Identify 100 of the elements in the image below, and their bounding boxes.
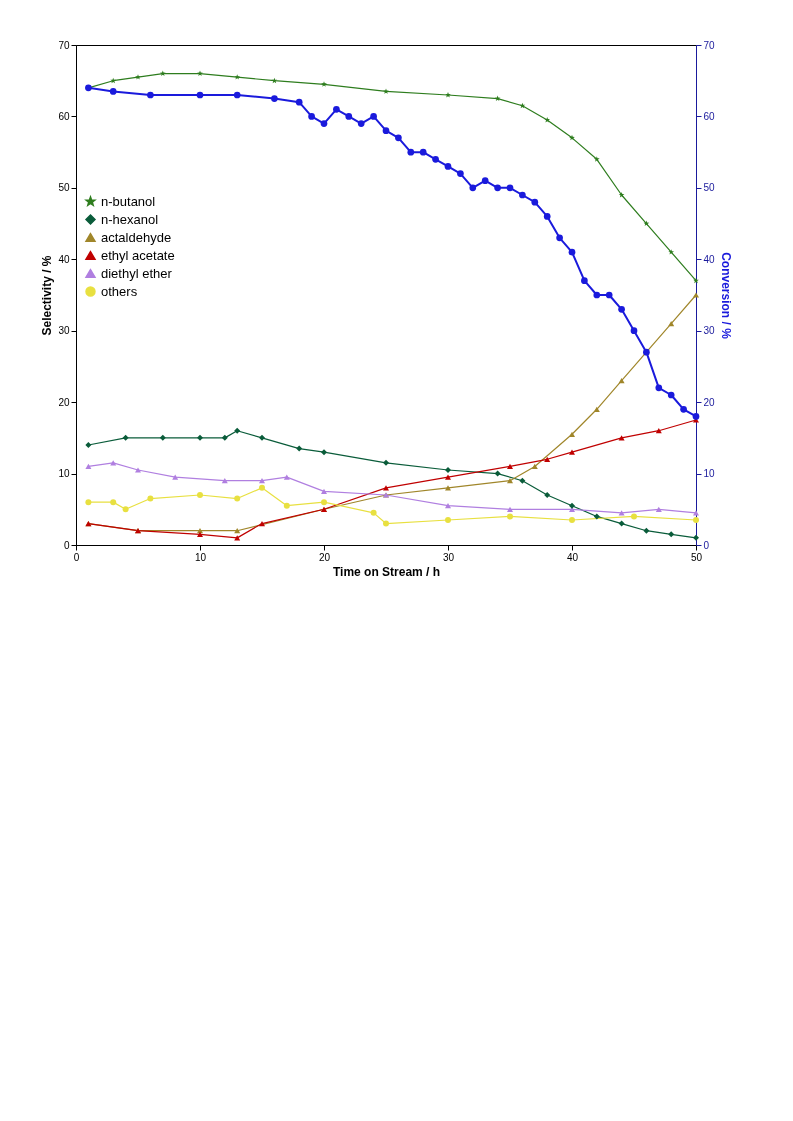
y2-tick-label: 20 (703, 396, 716, 408)
y2-tick-label: 0 (703, 539, 710, 551)
point (593, 291, 601, 299)
point (85, 463, 92, 470)
point (321, 81, 327, 87)
point (581, 277, 588, 285)
y2-tick-label: 40 (703, 253, 716, 265)
point (295, 98, 303, 106)
legend-label: ethyl acetate (101, 247, 175, 263)
point (407, 148, 415, 156)
point (383, 459, 389, 466)
point (234, 495, 241, 502)
point (494, 470, 501, 477)
point (321, 499, 327, 506)
y2-tick-label: 70 (703, 39, 716, 51)
point (395, 134, 402, 142)
y-tick-label: 70 (58, 39, 70, 51)
point (419, 148, 427, 156)
point (668, 249, 675, 255)
point (345, 113, 353, 120)
point (320, 120, 328, 127)
point (135, 467, 141, 473)
point (333, 105, 340, 113)
point (693, 277, 699, 284)
point (234, 427, 241, 434)
point (383, 88, 389, 94)
legend-label: n-butanol (101, 193, 156, 209)
point (593, 156, 600, 162)
point (122, 506, 129, 513)
point (569, 431, 575, 437)
y-tick-label: 40 (58, 253, 70, 265)
point (234, 74, 241, 80)
y-tick-label: 0 (63, 539, 70, 551)
x-tick-label: 0 (73, 551, 80, 563)
point (109, 88, 117, 95)
x-tick-label: 50 (690, 551, 703, 563)
point (122, 434, 129, 441)
point (147, 495, 154, 502)
point (259, 484, 265, 491)
point (507, 513, 513, 520)
point (370, 509, 377, 516)
point (569, 517, 575, 523)
x-tick-label: 40 (566, 551, 579, 563)
legend-label: diethyl ether (101, 265, 173, 281)
point (593, 406, 600, 412)
point (259, 434, 265, 441)
y-tick-label: 50 (58, 182, 70, 194)
point (383, 520, 389, 527)
point (308, 113, 315, 120)
y-tick-label: 20 (58, 396, 70, 408)
point (618, 305, 625, 313)
point (357, 120, 365, 127)
legend-label: actaldehyde (101, 229, 172, 245)
point (605, 291, 613, 299)
point (370, 113, 377, 120)
y-tick-label: 30 (58, 325, 70, 337)
point (569, 449, 575, 455)
point (693, 534, 699, 541)
point (271, 77, 278, 84)
y-tick-label: 10 (58, 468, 70, 480)
point (630, 327, 638, 335)
point (568, 248, 576, 256)
point (631, 513, 637, 520)
point (221, 434, 228, 441)
point (519, 477, 526, 484)
y-axis-title: Selectivity / % (40, 255, 55, 336)
point (531, 198, 539, 206)
point (197, 70, 203, 76)
y2-tick-label: 10 (703, 468, 716, 480)
point (569, 502, 575, 509)
y2-tick-label: 30 (703, 325, 716, 337)
point (655, 506, 662, 512)
point (544, 456, 551, 462)
point (519, 102, 526, 109)
point (445, 92, 451, 98)
y2-tick-label: 60 (703, 110, 716, 122)
x-axis-title: Time on Stream / h (332, 564, 441, 579)
point (321, 488, 327, 495)
point (271, 95, 278, 102)
point (469, 184, 477, 192)
point (233, 91, 241, 99)
point (519, 191, 526, 199)
point (569, 134, 575, 141)
point (159, 434, 166, 441)
point (667, 391, 675, 399)
point (544, 492, 551, 498)
point (531, 463, 538, 470)
point (382, 127, 390, 135)
point (432, 155, 439, 163)
point (693, 517, 699, 523)
y2-tick-label: 50 (703, 182, 716, 194)
point (296, 445, 303, 452)
y-tick-label: 60 (58, 110, 70, 122)
point (556, 234, 563, 242)
point (618, 520, 625, 527)
point (445, 474, 451, 480)
point (507, 463, 513, 470)
point (655, 384, 663, 392)
point (543, 213, 551, 220)
point (692, 413, 700, 420)
